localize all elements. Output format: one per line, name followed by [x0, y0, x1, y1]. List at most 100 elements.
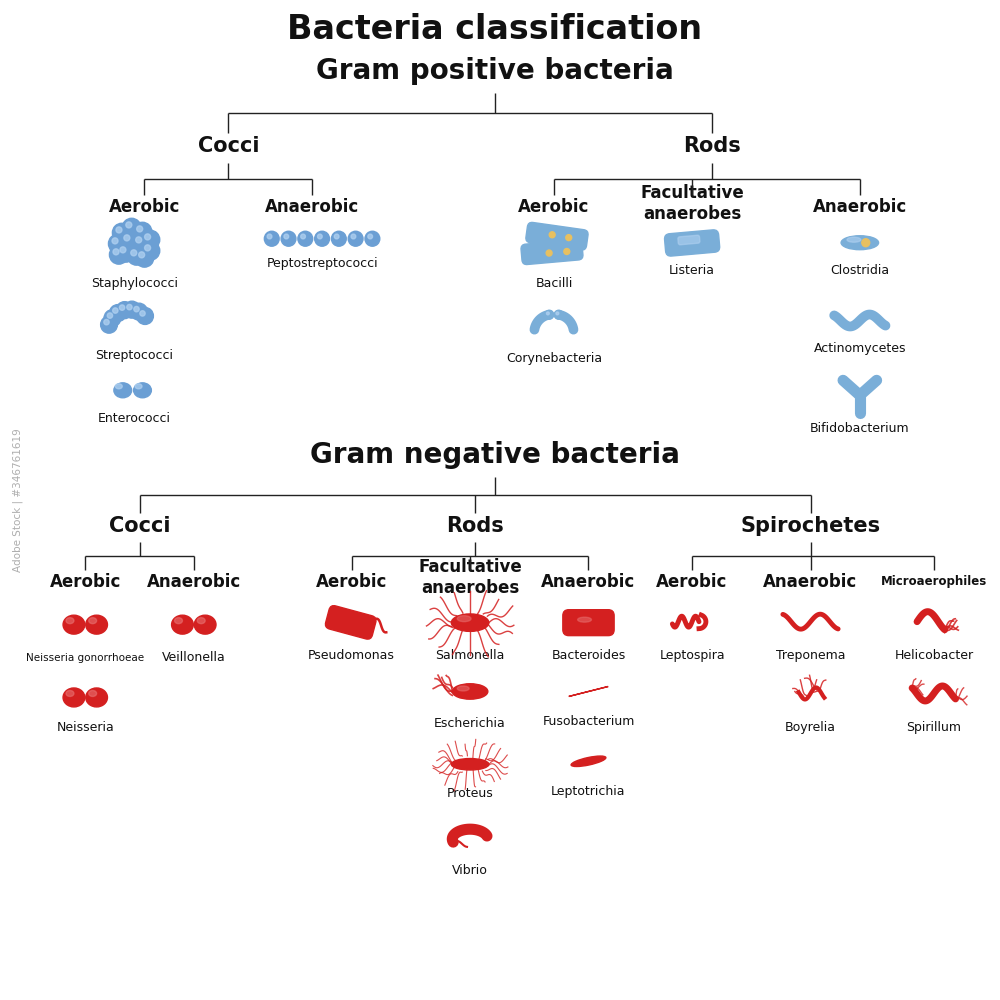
Circle shape	[315, 231, 329, 246]
Circle shape	[122, 218, 141, 237]
Circle shape	[116, 302, 133, 319]
Text: Boyrelia: Boyrelia	[785, 721, 836, 734]
Circle shape	[141, 230, 160, 249]
Circle shape	[112, 238, 118, 244]
Circle shape	[133, 222, 152, 241]
Ellipse shape	[66, 618, 74, 624]
Circle shape	[136, 237, 142, 243]
Circle shape	[298, 231, 313, 246]
Circle shape	[145, 245, 151, 251]
Text: Actinomycetes: Actinomycetes	[814, 342, 906, 355]
Ellipse shape	[89, 690, 97, 696]
Circle shape	[127, 246, 146, 265]
Ellipse shape	[114, 383, 132, 398]
Text: Gram negative bacteria: Gram negative bacteria	[310, 441, 680, 469]
Text: Streptococci: Streptococci	[96, 349, 174, 362]
Circle shape	[564, 249, 570, 254]
Ellipse shape	[847, 237, 861, 242]
Circle shape	[264, 231, 279, 246]
Text: Salmonella: Salmonella	[435, 649, 505, 662]
Ellipse shape	[457, 616, 471, 622]
Text: Bifidobacterium: Bifidobacterium	[810, 422, 910, 435]
Ellipse shape	[63, 688, 85, 707]
Circle shape	[334, 234, 339, 239]
Text: Leptotrichia: Leptotrichia	[551, 785, 626, 798]
Text: Neisseria gonorrhoeae: Neisseria gonorrhoeae	[26, 653, 144, 663]
Circle shape	[267, 234, 272, 239]
Text: Peptostreptococci: Peptostreptococci	[266, 257, 378, 270]
Circle shape	[331, 231, 346, 246]
Text: Vibrio: Vibrio	[452, 864, 488, 877]
Circle shape	[104, 310, 121, 327]
Ellipse shape	[66, 690, 74, 696]
Circle shape	[113, 308, 118, 313]
Ellipse shape	[86, 615, 107, 634]
Circle shape	[554, 310, 563, 319]
Polygon shape	[569, 686, 608, 696]
Circle shape	[546, 250, 552, 256]
Ellipse shape	[451, 614, 489, 631]
Text: Bacilli: Bacilli	[535, 277, 573, 290]
Circle shape	[104, 319, 109, 325]
Circle shape	[127, 304, 132, 310]
Circle shape	[120, 247, 126, 253]
FancyBboxPatch shape	[325, 606, 376, 639]
Text: Gram positive bacteria: Gram positive bacteria	[316, 57, 674, 85]
Ellipse shape	[578, 617, 591, 622]
Ellipse shape	[135, 384, 142, 389]
Circle shape	[126, 222, 132, 228]
Text: Facultative
anaerobes: Facultative anaerobes	[418, 558, 522, 597]
Text: Pseudomonas: Pseudomonas	[308, 649, 395, 662]
Circle shape	[301, 234, 305, 239]
Circle shape	[281, 231, 296, 246]
Text: Bacteria classification: Bacteria classification	[287, 13, 702, 46]
Circle shape	[119, 305, 125, 310]
Text: Corynebacteria: Corynebacteria	[506, 352, 602, 365]
Circle shape	[116, 227, 122, 233]
FancyBboxPatch shape	[678, 235, 700, 245]
Text: Escherichia: Escherichia	[434, 717, 506, 730]
Text: Aerobic: Aerobic	[518, 198, 590, 216]
Ellipse shape	[452, 684, 488, 699]
Circle shape	[549, 232, 555, 238]
Text: Aerobic: Aerobic	[656, 573, 728, 591]
Text: Veillonella: Veillonella	[162, 651, 226, 664]
Circle shape	[545, 310, 554, 319]
Circle shape	[109, 245, 128, 264]
Text: Cocci: Cocci	[198, 136, 259, 156]
Text: Neisseria: Neisseria	[56, 721, 114, 734]
Circle shape	[107, 313, 113, 318]
Text: Anaerobic: Anaerobic	[147, 573, 241, 591]
Circle shape	[131, 250, 137, 256]
Text: Facultative
anaerobes: Facultative anaerobes	[640, 184, 744, 223]
Text: Proteus: Proteus	[447, 787, 493, 800]
Ellipse shape	[89, 618, 97, 624]
Circle shape	[135, 248, 154, 267]
Circle shape	[284, 234, 289, 239]
Text: Cocci: Cocci	[109, 516, 170, 536]
Circle shape	[351, 234, 356, 239]
Ellipse shape	[457, 686, 469, 691]
FancyBboxPatch shape	[521, 240, 583, 265]
Ellipse shape	[571, 756, 606, 766]
Circle shape	[862, 239, 870, 247]
Ellipse shape	[63, 615, 85, 634]
Circle shape	[556, 312, 559, 315]
Circle shape	[365, 231, 380, 246]
Circle shape	[112, 223, 131, 242]
Text: Aerobic: Aerobic	[109, 198, 180, 216]
Circle shape	[113, 249, 119, 255]
Text: Spirillum: Spirillum	[906, 721, 961, 734]
Ellipse shape	[194, 615, 216, 634]
Circle shape	[139, 252, 145, 258]
Text: Microaerophiles: Microaerophiles	[881, 575, 987, 588]
Circle shape	[131, 303, 147, 320]
FancyBboxPatch shape	[526, 222, 588, 250]
Circle shape	[108, 234, 127, 253]
Text: Treponema: Treponema	[776, 649, 845, 662]
Text: Adobe Stock | #346761619: Adobe Stock | #346761619	[13, 428, 23, 572]
Text: Listeria: Listeria	[669, 264, 715, 277]
Ellipse shape	[172, 615, 193, 634]
Text: Anaerobic: Anaerobic	[265, 198, 359, 216]
Text: Aerobic: Aerobic	[316, 573, 387, 591]
